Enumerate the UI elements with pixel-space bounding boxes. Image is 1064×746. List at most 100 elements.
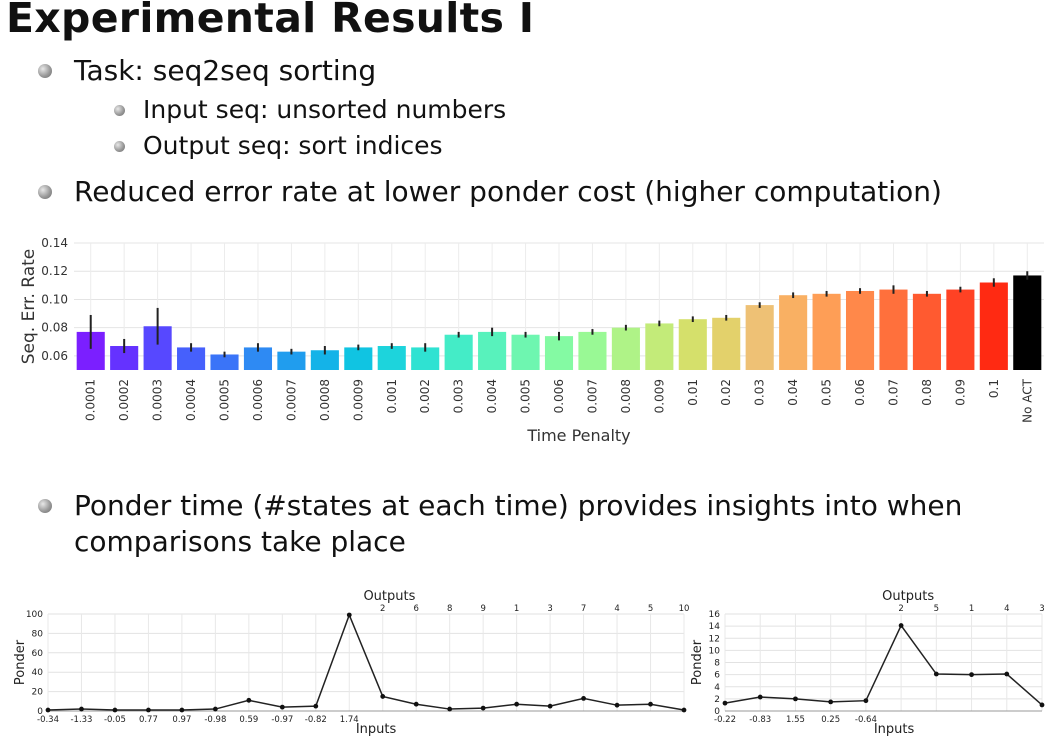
ponder-chart-left-point bbox=[648, 701, 653, 707]
bar-chart-x-tick-label: 0.0006 bbox=[251, 379, 265, 421]
bullet-task: Task: seq2seq sorting bbox=[38, 53, 376, 89]
ponder-chart-right-input-label: 1.55 bbox=[786, 715, 805, 725]
ponder-chart-right-point bbox=[793, 696, 798, 702]
bullet-text: Input seq: unsorted numbers bbox=[143, 95, 507, 124]
ponder-chart-right-point bbox=[757, 694, 763, 700]
ponder-chart-left-y-tick-label: 60 bbox=[32, 649, 44, 659]
ponder-chart-left-point bbox=[279, 704, 285, 710]
ponder-chart-right-y-axis-label: Ponder bbox=[690, 639, 705, 685]
bullet-text: Ponder time (#states at each time) provi… bbox=[74, 488, 962, 560]
bar bbox=[277, 351, 306, 370]
ponder-chart-right-x-axis-label: Inputs bbox=[874, 722, 915, 737]
ponder-chart-left-output-label: 1 bbox=[514, 604, 519, 614]
bullet-text: Reduced error rate at lower ponder cost … bbox=[74, 175, 942, 208]
ponder-chart-left-y-tick-label: 80 bbox=[32, 629, 44, 639]
ponder-chart-left-point bbox=[45, 707, 51, 713]
ponder-chart-left-input-label: -0.05 bbox=[104, 715, 126, 725]
ponder-chart-right-output-label: 3 bbox=[1039, 604, 1044, 614]
ponder-chart-right-point bbox=[863, 698, 869, 704]
bar bbox=[310, 350, 339, 370]
ponder-chart-right-input-label: -0.22 bbox=[714, 715, 736, 725]
bar bbox=[979, 282, 1008, 370]
bar bbox=[210, 354, 239, 370]
ponder-chart-right-y-tick-label: 4 bbox=[714, 683, 720, 693]
bar-chart-x-tick-label: 0.0002 bbox=[117, 379, 131, 421]
bullet-line: Ponder time (#states at each time) provi… bbox=[74, 489, 963, 522]
bar bbox=[377, 346, 406, 370]
bar-chart-x-tick-label: 0.09 bbox=[953, 379, 967, 406]
ponder-chart-left-input-label: 0.77 bbox=[139, 715, 158, 725]
ponder-chart-left-point bbox=[514, 701, 520, 707]
ponder-chart-left-y-tick-label: 0 bbox=[37, 707, 43, 717]
ponder-chart-right-y-tick-label: 0 bbox=[714, 707, 720, 717]
ponder-chart-left-output-label: 9 bbox=[480, 604, 485, 614]
bar-chart-x-tick-label: 0.003 bbox=[452, 379, 466, 413]
bar bbox=[444, 334, 473, 370]
bar-chart-x-axis-label: Time Penalty bbox=[526, 426, 630, 445]
bar bbox=[879, 289, 908, 370]
sub-bullet-input: Input seq: unsorted numbers bbox=[114, 94, 506, 126]
bar bbox=[110, 346, 139, 370]
ponder-chart-right-point bbox=[1039, 702, 1045, 708]
bar bbox=[845, 290, 875, 370]
bar-chart-x-tick-label: 0.01 bbox=[686, 379, 700, 406]
bullet-dot-icon bbox=[38, 185, 52, 199]
bar bbox=[812, 293, 841, 370]
ponder-chart-left-point bbox=[179, 707, 185, 713]
ponder-chart-left-y-tick-label: 20 bbox=[32, 688, 44, 698]
sub-bullet-output: Output seq: sort indices bbox=[114, 130, 443, 162]
ponder-chart-left-point bbox=[112, 707, 118, 713]
ponder-chart-right-point bbox=[828, 699, 834, 705]
ponder-chart-right-y-tick-label: 10 bbox=[709, 646, 721, 656]
ponder-chart-left-output-label: 7 bbox=[581, 604, 586, 614]
ponder-chart-left-output-label: 6 bbox=[413, 604, 418, 614]
bar bbox=[243, 347, 273, 370]
ponder-chart-right-point bbox=[933, 671, 939, 677]
bullet-dot-icon bbox=[38, 499, 52, 513]
ponder-chart-left-y-axis-label: Ponder bbox=[13, 639, 28, 685]
ponder-chart-right-point bbox=[722, 700, 728, 706]
ponder-chart-left-output-label: 3 bbox=[547, 604, 552, 614]
bar-chart-y-axis-label: Seq. Err. Rate bbox=[19, 249, 39, 365]
ponder-chart-left-x-axis-label: Inputs bbox=[356, 722, 397, 737]
bar bbox=[946, 289, 975, 370]
bar-chart-x-tick-label: 0.007 bbox=[585, 379, 599, 413]
ponder-chart-right-point bbox=[898, 623, 904, 628]
bar-chart-x-tick-label: 0.004 bbox=[485, 379, 499, 413]
ponder-chart-left-input-label: -0.98 bbox=[204, 715, 226, 725]
ponder-chart-left-point bbox=[212, 706, 218, 712]
bar-chart-y-tick-label: 0.06 bbox=[41, 349, 68, 363]
ponder-chart-left-y-tick-label: 100 bbox=[26, 610, 43, 620]
bar bbox=[478, 331, 507, 370]
ponder-chart-right-y-tick-label: 2 bbox=[714, 695, 720, 705]
ponder-chart-left-point bbox=[313, 703, 319, 709]
bar bbox=[678, 319, 707, 370]
bar-chart-x-tick-label: 0.02 bbox=[719, 379, 733, 406]
ponder-chart-right-top-axis-label: Outputs bbox=[882, 589, 934, 604]
bar-chart-x-tick-label: 0.0008 bbox=[318, 379, 332, 421]
ponder-chart-left-input-label: 1.74 bbox=[340, 715, 359, 725]
ponder-chart-left-point bbox=[547, 703, 553, 709]
ponder-chart-right-y-tick-label: 16 bbox=[709, 610, 721, 620]
bullet-dot-icon bbox=[114, 141, 125, 152]
ponder-chart-right-output-label: 1 bbox=[969, 604, 974, 614]
bar bbox=[645, 323, 674, 370]
ponder-chart-left-y-tick-label: 40 bbox=[32, 668, 44, 678]
bar bbox=[544, 336, 574, 370]
ponder-chart-left-input-label: 0.97 bbox=[172, 715, 191, 725]
ponder-chart-left-point bbox=[346, 612, 352, 618]
bar bbox=[745, 305, 774, 370]
bullet-error-rate: Reduced error rate at lower ponder cost … bbox=[38, 174, 942, 210]
bar-chart-x-tick-label: 0.05 bbox=[820, 379, 834, 406]
ponder-chart-right-input-label: 0.25 bbox=[821, 715, 840, 725]
ponder-chart-left-output-label: 8 bbox=[447, 604, 452, 614]
bullet-line: comparisons take place bbox=[74, 525, 406, 558]
bar bbox=[177, 347, 206, 370]
bar-chart-x-tick-label: 0.07 bbox=[886, 379, 900, 406]
ponder-chart-right-y-tick-label: 14 bbox=[709, 622, 721, 632]
bar bbox=[578, 331, 607, 370]
ponder-chart-left-point bbox=[614, 702, 620, 708]
slide-title: Experimental Results I bbox=[6, 0, 535, 42]
bar-chart-x-tick-label: 0.0009 bbox=[351, 379, 365, 421]
bar-chart-x-tick-label: 0.009 bbox=[652, 379, 666, 413]
